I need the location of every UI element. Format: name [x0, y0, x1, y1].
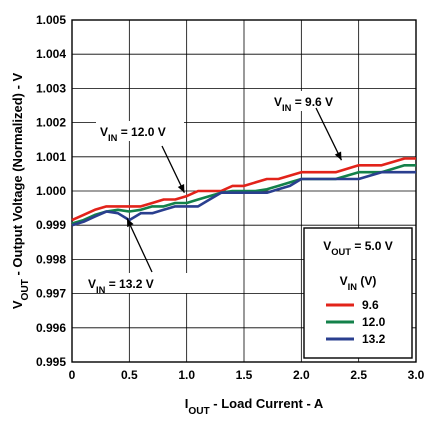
x-tick-label: 1.5 [236, 368, 253, 382]
legend-subheader: VIN (V) [340, 274, 377, 292]
x-tick-label: 2.5 [350, 368, 367, 382]
annotation-arrow-head [334, 151, 342, 161]
annotation-box [96, 121, 184, 141]
annotation-box [84, 273, 192, 293]
x-axis-title: IOUT - Load Current - A [185, 396, 324, 417]
annotation-box [270, 91, 350, 111]
legend-header: VOUT = 5.0 V [323, 239, 392, 257]
x-tick-label: 0 [69, 368, 76, 382]
series-line-13-2 [71, 170, 416, 227]
annotation-label: VIN = 12.0 V [100, 125, 166, 143]
legend-box [303, 227, 413, 359]
y-tick-label: 1.003 [36, 81, 66, 95]
series-line-9-6 [71, 157, 416, 222]
annotation-label: VIN = 13.2 V [88, 277, 154, 295]
series-line-12-0 [71, 164, 416, 225]
y-tick-label: 1.002 [36, 116, 66, 130]
annotation-arrow-line [126, 218, 153, 273]
annotation-label: VIN = 9.6 V [274, 95, 333, 113]
x-tick-label: 0.5 [121, 368, 138, 382]
legend-entry-label: 9.6 [362, 298, 379, 312]
y-tick-label: 0.997 [36, 287, 66, 301]
y-tick-label: 0.998 [36, 252, 66, 266]
plot-border [71, 19, 417, 363]
annotation-arrow-line [161, 145, 185, 193]
y-tick-label: 0.995 [36, 355, 66, 369]
x-tick-label: 1.0 [178, 368, 195, 382]
y-tick-label: 0.996 [36, 321, 66, 335]
annotation-arrow-head [127, 218, 134, 228]
y-tick-label: 1.005 [36, 13, 66, 27]
y-tick-label: 0.999 [36, 218, 66, 232]
x-tick-label: 3.0 [408, 368, 425, 382]
legend-entry-label: 13.2 [362, 332, 386, 346]
y-tick-label: 1.001 [36, 150, 66, 164]
annotation-arrow-line [315, 107, 343, 161]
x-tick-label: 2.0 [293, 368, 310, 382]
y-tick-label: 1.000 [36, 184, 66, 198]
legend-entry-label: 12.0 [362, 315, 386, 329]
y-axis-title: VOUT - Output Voltage (Normalized) - V [10, 72, 31, 309]
y-tick-label: 1.004 [36, 47, 66, 61]
annotation-arrow-head [177, 184, 185, 193]
